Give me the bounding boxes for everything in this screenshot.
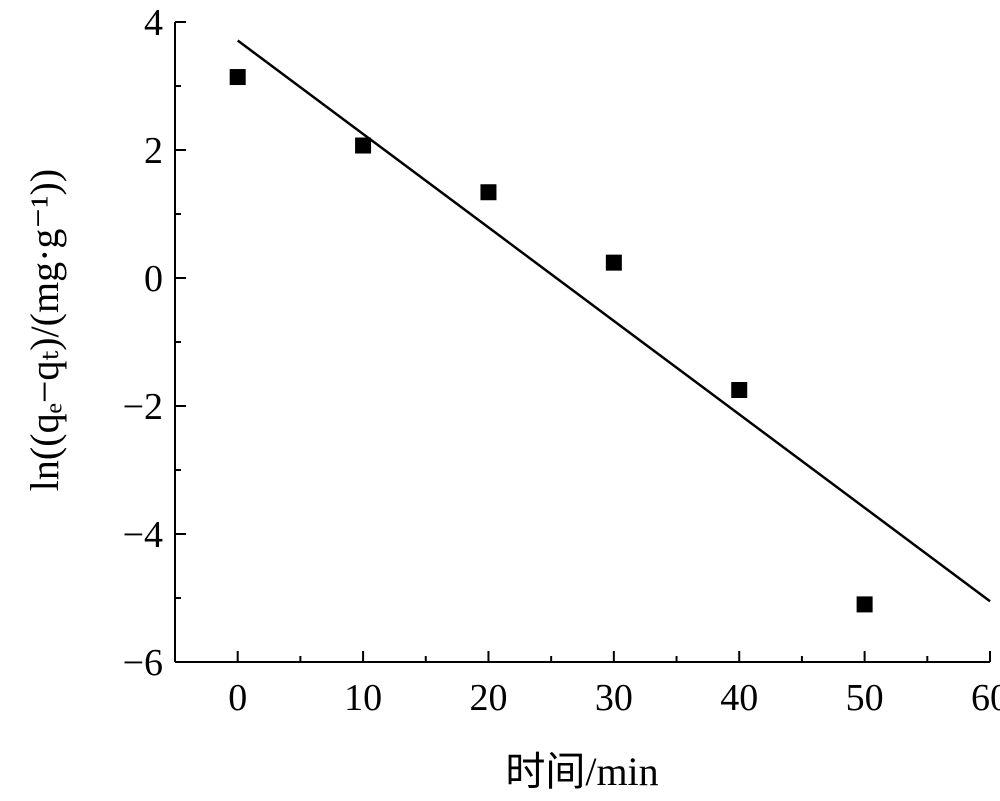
y-tick-label: −6	[123, 642, 163, 684]
y-tick-label: −2	[123, 386, 163, 428]
ticks	[174, 21, 991, 663]
x-tick-label: 50	[846, 677, 884, 719]
data-points	[229, 69, 873, 613]
x-tick-label: 40	[720, 677, 758, 719]
data-point	[731, 382, 748, 398]
plot-area: 420−2−4−60 10 20 30 40 50 60	[123, 2, 1000, 719]
data-point	[229, 69, 246, 86]
y-tick-label: 0	[144, 258, 163, 300]
x-tick-label: 60	[971, 677, 1000, 719]
tick-labels: 420−2−4−60 10 20 30 40 50 60	[123, 2, 1000, 719]
x-tick-label: 10	[344, 677, 382, 719]
x-tick-label: 30	[595, 677, 633, 719]
fit-line	[236, 39, 991, 603]
y-tick-label: −4	[123, 514, 163, 556]
data-point	[355, 137, 372, 154]
fit-line-group	[236, 39, 991, 603]
y-tick-label: 4	[144, 2, 163, 44]
y-axis-title: ln((qₑ−qₜ)/(mg·g⁻¹))	[22, 169, 67, 491]
x-tick-label: 0	[228, 677, 247, 719]
data-point	[605, 254, 622, 271]
data-point	[856, 596, 873, 613]
x-axis-title: 时间/min	[505, 749, 658, 794]
y-tick-label: 2	[144, 130, 163, 172]
data-point	[480, 184, 497, 201]
x-tick-label: 20	[469, 677, 507, 719]
